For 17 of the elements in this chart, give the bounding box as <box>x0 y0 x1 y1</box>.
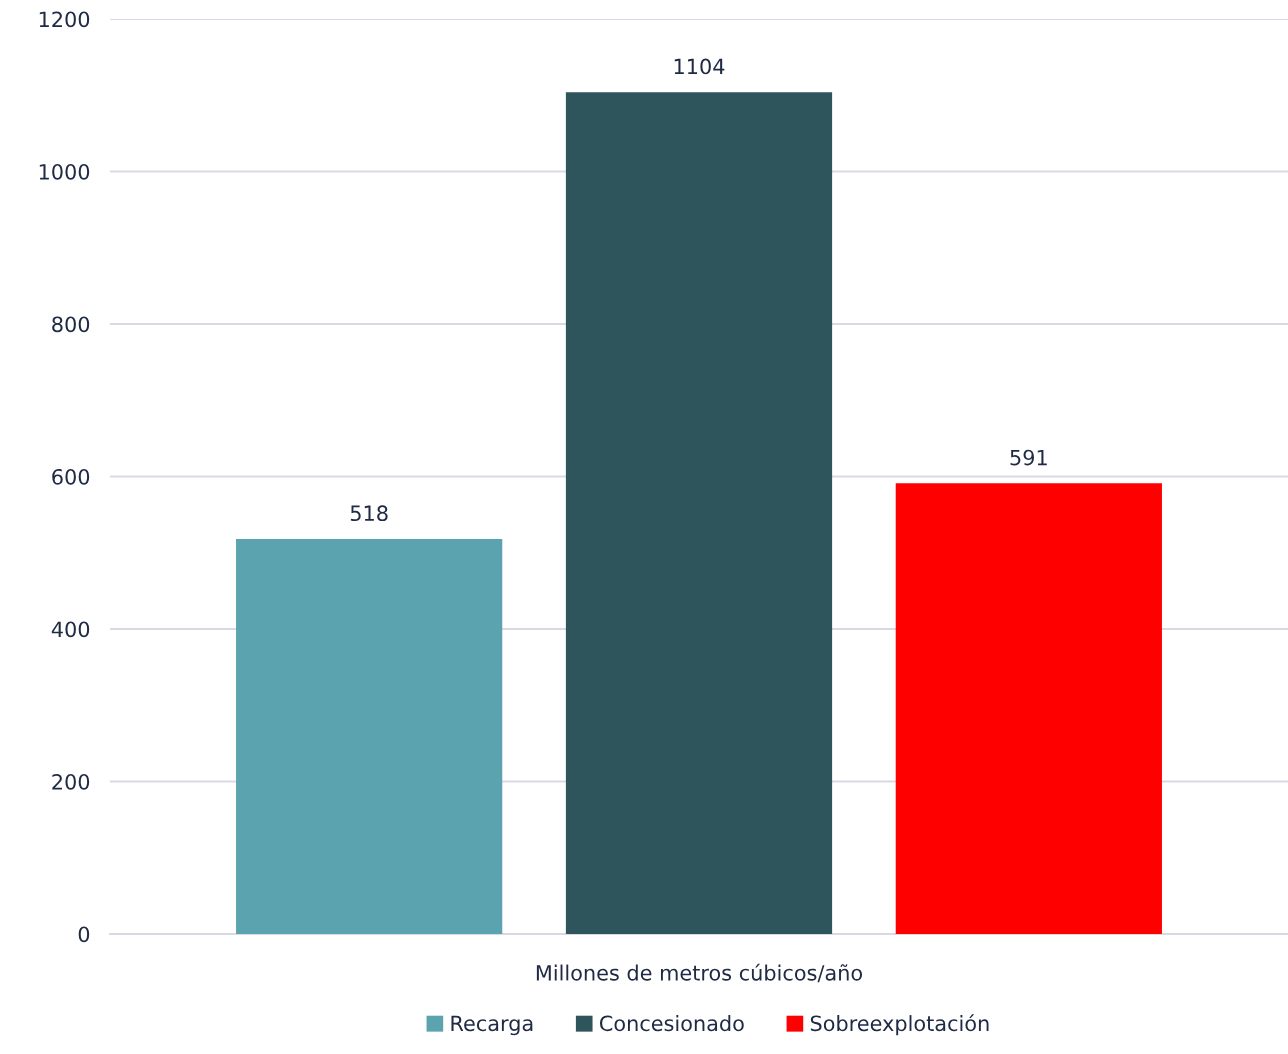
bar <box>565 92 833 934</box>
x-tick-label: Millones de metros cúbicos/año <box>536 963 863 983</box>
y-tick-label: 1000 <box>39 163 90 180</box>
legend-label: Recarga <box>451 1015 533 1036</box>
legend-label: Concesionado <box>599 1015 744 1032</box>
y-tick-label: 0 <box>78 926 90 943</box>
y-tick-label: 800 <box>52 316 90 333</box>
data-label: 591 <box>1010 449 1047 466</box>
bar <box>236 539 503 934</box>
bar <box>895 483 1162 934</box>
y-tick-label: 200 <box>52 773 90 790</box>
y-tick-label: 600 <box>52 468 90 485</box>
data-label: 518 <box>350 505 388 522</box>
data-label: 1104 <box>674 58 725 75</box>
y-tick-label: 400 <box>51 621 90 638</box>
y-tick-label: 1200 <box>39 11 90 28</box>
legend-label: Sobreexplotación <box>810 1014 989 1036</box>
